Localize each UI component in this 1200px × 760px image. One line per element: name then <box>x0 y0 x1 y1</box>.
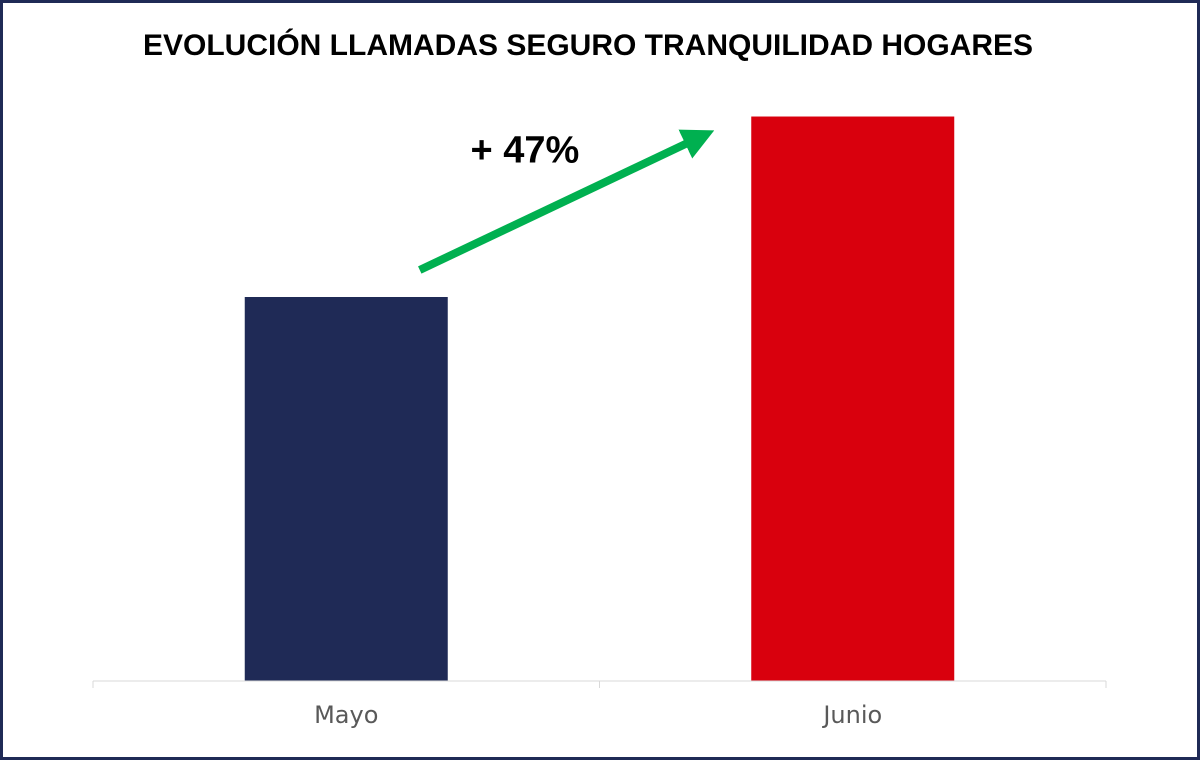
bars-layer <box>244 116 955 681</box>
x-tick-label-mayo: Mayo <box>314 701 378 729</box>
x-tick-label-junio: Junio <box>821 701 882 729</box>
growth-arrow <box>418 129 715 274</box>
growth-percent-label: + 47% <box>471 130 580 172</box>
bar-junio <box>751 116 955 681</box>
chart-title: EVOLUCIÓN LLAMADAS SEGURO TRANQUILIDAD H… <box>143 29 1034 62</box>
growth-annotation: + 47% <box>418 129 715 274</box>
x-axis: Mayo Junio <box>92 680 1107 729</box>
bar-mayo <box>244 297 448 681</box>
